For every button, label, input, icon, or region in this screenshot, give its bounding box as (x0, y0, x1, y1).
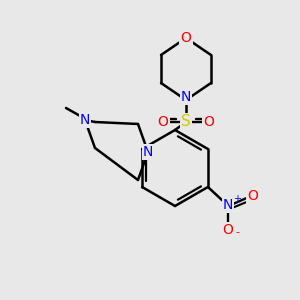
Text: N: N (181, 90, 191, 104)
Text: O: O (248, 189, 258, 203)
Text: O: O (181, 31, 191, 45)
Text: O: O (204, 115, 214, 129)
Text: +: + (233, 194, 241, 204)
Text: O: O (158, 115, 168, 129)
Text: N: N (143, 145, 153, 159)
Text: O: O (223, 223, 233, 237)
Text: S: S (181, 115, 191, 130)
Text: -: - (235, 227, 239, 237)
Text: N: N (80, 113, 90, 127)
Text: N: N (223, 198, 233, 212)
